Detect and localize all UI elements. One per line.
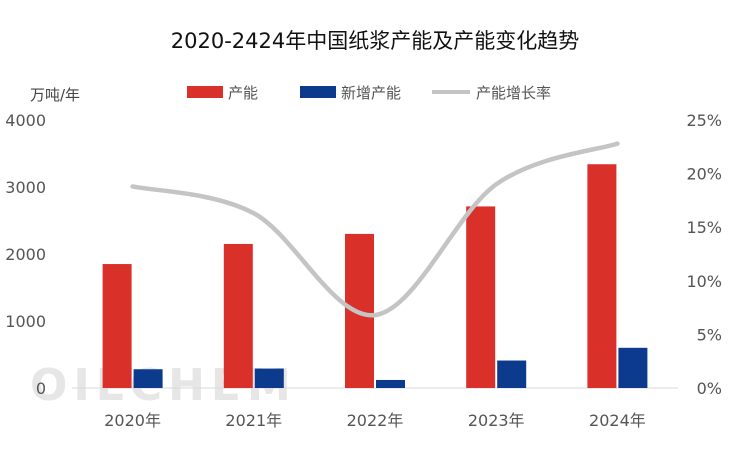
y-axis-unit: 万吨/年 xyxy=(30,86,80,104)
y2-tick-label: 20% xyxy=(686,165,722,184)
y2-tick-label: 25% xyxy=(686,111,722,130)
legend: 产能 新增产能 产能增长率 xyxy=(187,84,551,102)
legend-swatch-new-capacity xyxy=(300,86,336,98)
bar-new-capacity xyxy=(254,368,284,388)
legend-swatch-capacity xyxy=(187,86,223,98)
bar-new-capacity xyxy=(618,347,648,388)
bar-new-capacity xyxy=(497,360,527,388)
x-tick-label: 2022年 xyxy=(347,411,404,430)
x-tick-label: 2021年 xyxy=(225,411,282,430)
y2-tick-label: 10% xyxy=(686,272,722,291)
line-growth-rate xyxy=(130,141,620,318)
bar-new-capacity xyxy=(376,379,405,388)
bar-new-capacity xyxy=(133,369,163,388)
y-tick-label: 3000 xyxy=(5,178,46,197)
legend-label-new-capacity: 新增产能 xyxy=(341,84,401,102)
x-tick-label: 2020年 xyxy=(104,411,161,430)
bar-capacity xyxy=(102,264,132,388)
y2-tick-label: 15% xyxy=(686,218,722,237)
y-tick-label: 4000 xyxy=(5,111,46,130)
y2-tick-label: 0% xyxy=(697,379,722,398)
legend-label-growth-rate: 产能增长率 xyxy=(476,84,551,102)
y-tick-label: 2000 xyxy=(5,245,46,264)
x-tick-label: 2023年 xyxy=(468,411,525,430)
chart-title: 2020-2424年中国纸浆产能及产能变化趋势 xyxy=(171,29,579,53)
bar-capacity xyxy=(587,164,617,388)
bar-capacity xyxy=(466,206,496,388)
y2-tick-label: 5% xyxy=(697,325,722,344)
bar-capacity xyxy=(223,243,253,388)
x-tick-label: 2024年 xyxy=(589,411,646,430)
chart-marks: 0 1000 2000 3000 4000 0% 5% 10% 15% 20% 25% 2020年 20… xyxy=(5,111,722,430)
y-tick-label: 0 xyxy=(36,379,46,398)
legend-label-capacity: 产能 xyxy=(228,84,258,102)
y-tick-label: 1000 xyxy=(5,312,46,331)
